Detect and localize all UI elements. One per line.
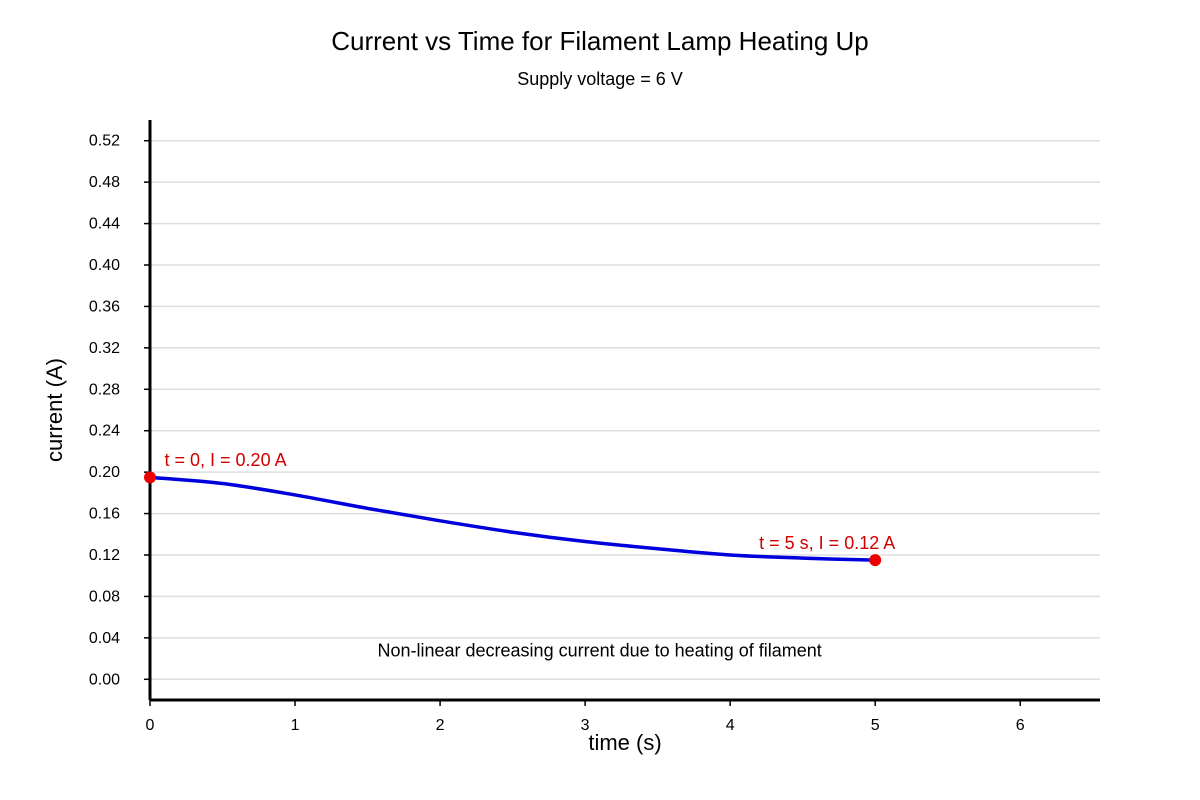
x-tick-label: 3 xyxy=(581,717,590,734)
chart-title: Current vs Time for Filament Lamp Heatin… xyxy=(331,26,869,56)
chart-subtitle: Supply voltage = 6 V xyxy=(517,69,683,89)
y-tick-label: 0.36 xyxy=(89,298,120,315)
x-tick-label: 2 xyxy=(436,717,445,734)
annotation-label: Non-linear decreasing current due to hea… xyxy=(377,641,821,661)
series-line xyxy=(149,475,876,562)
y-tick-label: 0.20 xyxy=(89,464,120,481)
grid-lines xyxy=(150,139,1100,681)
y-tick-label: 0.52 xyxy=(89,133,120,150)
annotation-label: t = 5 s, I = 0.12 A xyxy=(759,533,895,553)
y-tick-label: 0.28 xyxy=(89,381,120,398)
y-tick-label: 0.16 xyxy=(89,506,120,523)
annotations: t = 0, I = 0.20 A t = 5 s, I = 0.12 A Non-… xyxy=(165,450,896,661)
y-axis-label: current (A) xyxy=(42,358,67,462)
x-tick-label: 4 xyxy=(726,717,735,734)
y-tick-label: 0.08 xyxy=(89,588,120,605)
x-tick-label: 5 xyxy=(871,717,880,734)
y-tick-label: 0.24 xyxy=(89,423,120,440)
y-tick-label: 0.44 xyxy=(89,216,120,233)
y-tick-label: 0.48 xyxy=(89,174,120,191)
y-tick-label: 0.40 xyxy=(89,257,120,274)
data-markers xyxy=(144,471,882,567)
x-tick-label: 6 xyxy=(1016,717,1025,734)
data-point-marker xyxy=(144,471,156,484)
axes xyxy=(144,120,1100,706)
annotation-label: t = 0, I = 0.20 A xyxy=(165,450,287,470)
y-tick-label: 0.04 xyxy=(89,630,120,647)
y-tick-label: 0.32 xyxy=(89,340,120,357)
x-axis-label: time (s) xyxy=(588,730,661,755)
x-tick-label: 1 xyxy=(291,717,300,734)
tick-labels: 0.00 0.04 0.08 0.12 0.16 0.20 0.24 0.28 0.32 0.36… xyxy=(89,133,1025,734)
y-tick-label: 0.00 xyxy=(89,671,120,688)
series-lines xyxy=(149,475,876,562)
x-tick-label: 0 xyxy=(146,717,155,734)
data-point-marker xyxy=(869,554,882,567)
y-tick-label: 0.12 xyxy=(89,547,120,564)
